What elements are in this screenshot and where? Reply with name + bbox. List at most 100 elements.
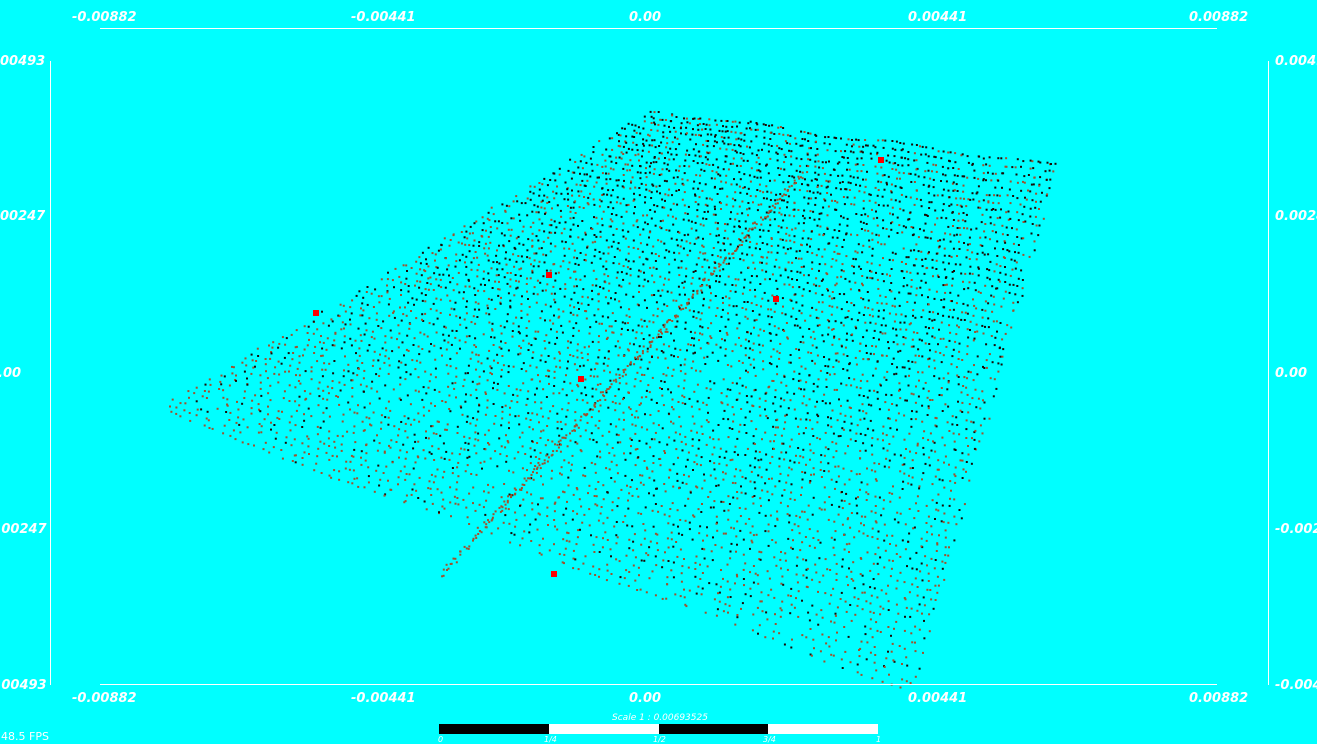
cloud-point [889, 274, 891, 277]
cloud-point [587, 196, 590, 199]
cloud-point [838, 398, 840, 401]
cloud-point [721, 402, 724, 405]
cloud-point [458, 259, 461, 262]
cloud-point [504, 404, 507, 407]
cloud-point [391, 350, 394, 353]
cloud-point [818, 324, 821, 327]
cloud-point [660, 173, 663, 176]
cloud-point [787, 276, 790, 279]
cloud-point [860, 170, 863, 173]
cloud-point [716, 141, 718, 144]
cloud-point [895, 313, 898, 316]
cloud-point [494, 450, 497, 453]
cloud-point [884, 296, 887, 298]
cloud-point [504, 446, 507, 449]
cloud-point [945, 276, 948, 279]
cloud-point [322, 322, 325, 325]
cloud-point [722, 532, 725, 535]
cloud-point [698, 134, 701, 137]
cloud-point [405, 277, 408, 280]
cloud-point [780, 434, 783, 437]
cloud-point [507, 292, 510, 295]
cloud-point [445, 428, 448, 431]
cloud-point [842, 467, 845, 470]
cloud-point [663, 380, 666, 383]
cloud-point [825, 179, 828, 182]
cloud-point [709, 388, 712, 391]
cloud-point [943, 268, 946, 271]
cloud-point [688, 165, 691, 168]
cloud-point [910, 279, 913, 281]
cloud-point [388, 297, 391, 300]
cloud-point [429, 283, 432, 286]
cloud-point [889, 543, 891, 545]
cloud-point [965, 213, 968, 216]
cloud-point [712, 438, 715, 441]
cloud-point [475, 368, 477, 371]
cloud-point [473, 222, 476, 225]
cloud-point [928, 184, 931, 187]
cloud-point [490, 298, 493, 301]
cloud-point [358, 290, 361, 293]
cloud-point [809, 158, 812, 161]
cloud-point [775, 564, 778, 567]
cloud-point [779, 342, 782, 345]
cloud-point [452, 234, 455, 237]
cloud-point [934, 424, 937, 427]
cloud-point [424, 270, 427, 273]
cloud-point [816, 186, 819, 188]
cloud-point [666, 136, 669, 139]
cloud-point [579, 435, 582, 438]
cloud-point [617, 434, 620, 437]
cloud-point [407, 290, 410, 293]
cloud-point [453, 308, 456, 311]
cloud-point [896, 232, 899, 234]
cloud-point [779, 193, 782, 196]
cloud-point [450, 343, 453, 346]
cloud-point [815, 277, 818, 280]
cloud-point [611, 509, 614, 512]
cloud-point [973, 169, 976, 172]
cloud-point [662, 343, 665, 346]
cloud-point [373, 337, 376, 340]
cloud-point [370, 424, 373, 427]
cloud-point [758, 511, 761, 514]
cloud-point [670, 291, 673, 294]
cloud-point [937, 312, 939, 315]
cloud-point [498, 437, 501, 440]
cloud-point [688, 309, 691, 312]
cloud-point [605, 391, 608, 394]
cloud-point [811, 578, 814, 581]
cloud-point [723, 242, 725, 245]
cloud-point [505, 434, 507, 437]
cloud-point [570, 463, 573, 466]
cloud-point [709, 380, 712, 383]
cloud-point [869, 321, 872, 324]
cloud-point [948, 254, 951, 257]
cloud-point [446, 294, 449, 297]
cloud-point [799, 271, 802, 274]
cloud-point [947, 405, 950, 408]
cloud-point [824, 199, 827, 202]
cloud-point [749, 347, 752, 350]
cloud-point [320, 335, 322, 337]
cloud-point [904, 375, 907, 378]
cloud-point [684, 402, 687, 405]
cloud-point [793, 208, 796, 211]
cloud-point [490, 367, 493, 370]
cloud-point [922, 472, 925, 475]
cloud-point [833, 335, 836, 338]
cloud-point [927, 303, 930, 306]
cloud-point [787, 181, 790, 184]
cloud-point [375, 318, 378, 321]
cloud-point [574, 411, 577, 414]
cloud-point [593, 185, 596, 188]
cloud-point [816, 191, 819, 194]
cloud-point [652, 172, 655, 175]
cloud-point [992, 295, 995, 298]
cloud-point [492, 261, 495, 264]
cloud-point [675, 153, 678, 156]
cloud-point [920, 545, 923, 548]
cloud-point [655, 161, 658, 164]
